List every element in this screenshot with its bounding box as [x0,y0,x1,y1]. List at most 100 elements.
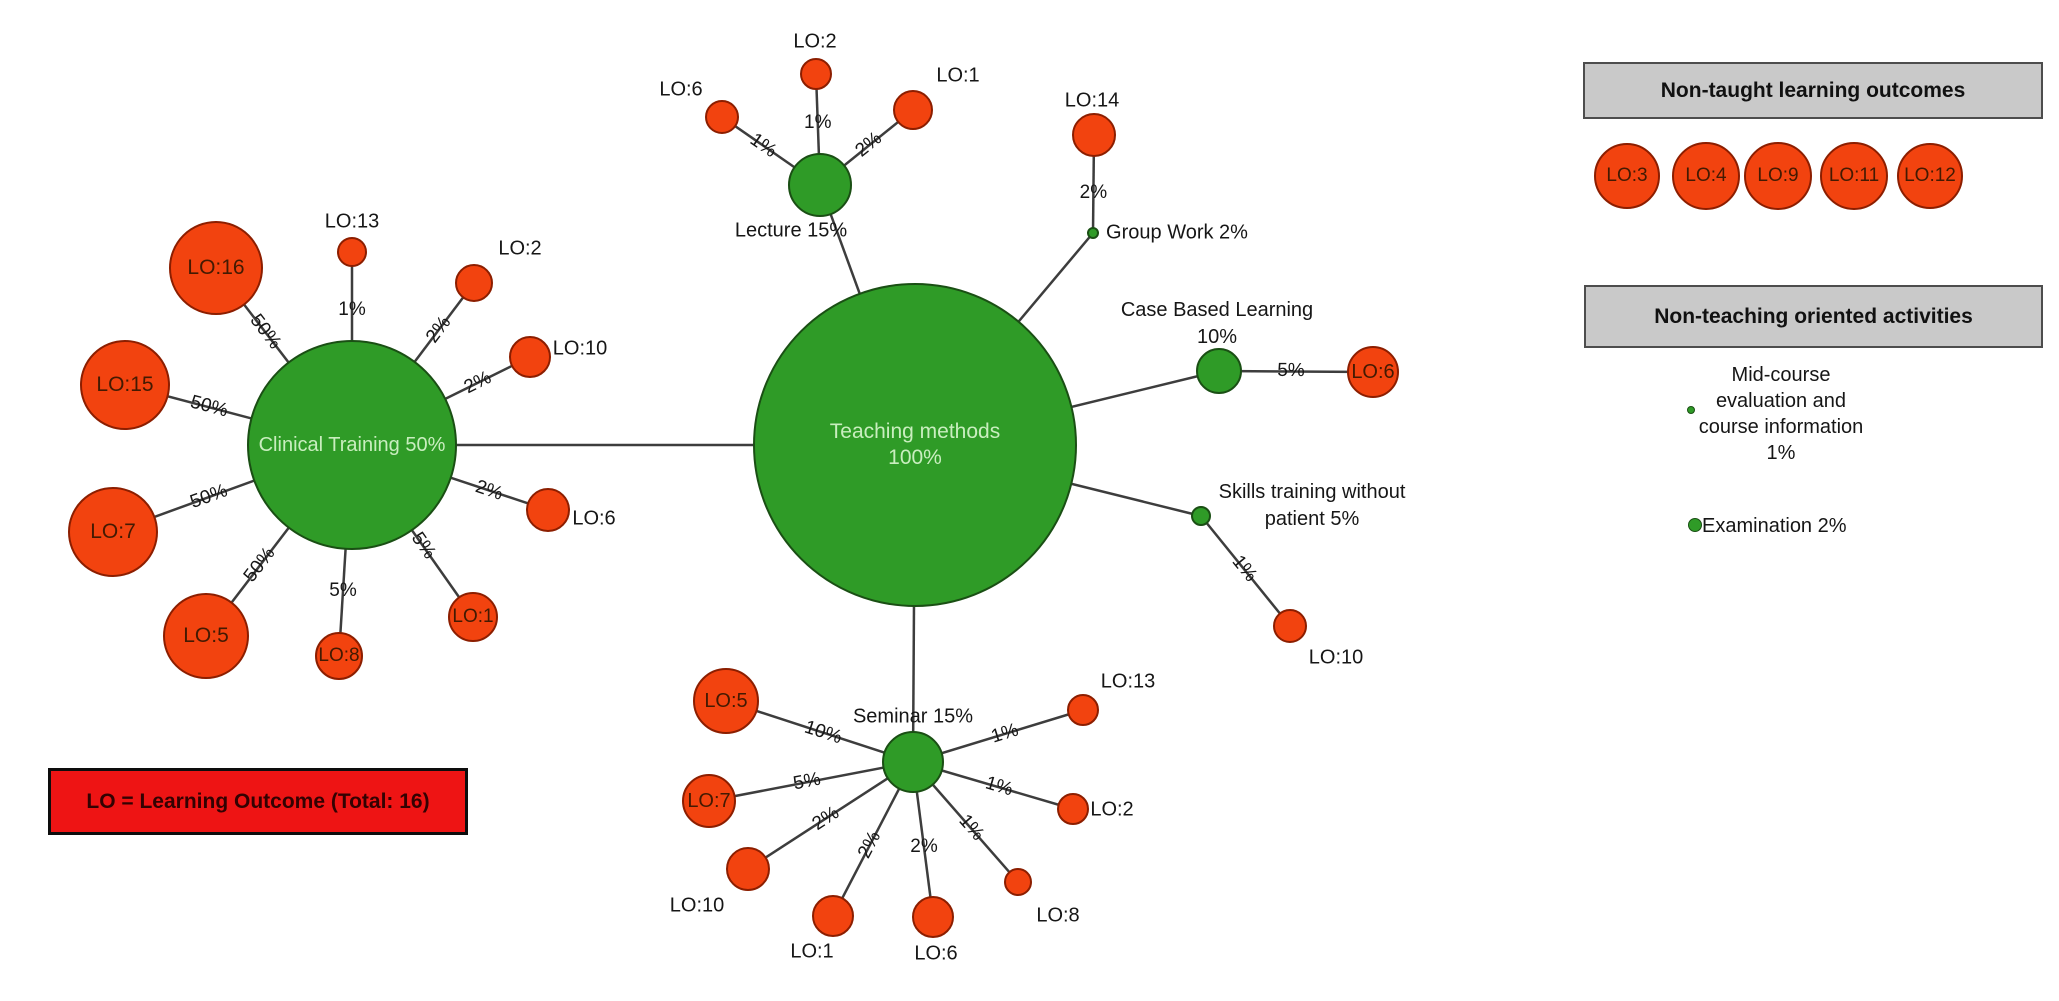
node-g14 [1072,113,1116,157]
node-nt3: LO:3 [1594,143,1660,209]
node-text-c15: LO:15 [96,373,154,397]
node-c5: LO:5 [163,593,249,679]
node-label-c13: LO:13 [325,209,379,236]
node-label-seminar: Seminar 15% [853,704,973,731]
node-label-text-c13: LO:13 [324,210,380,233]
node-text-c1: LO:1 [452,606,494,628]
node-nt11: LO:11 [1820,142,1888,210]
node-m6 [912,896,954,938]
edge-label-lecture-l2: 1% [804,111,832,133]
node-label-text-m6: LO:6 [914,942,958,965]
node-text-nt11: LO:11 [1828,165,1880,187]
mid-course-label: Mid-course evaluation and course informa… [1661,362,1901,466]
examination-dot [1688,518,1702,532]
node-label-m8: LO:8 [1036,903,1079,930]
legend-box: LO = Learning Outcome (Total: 16) [48,768,468,835]
node-label-c10: LO:10 [553,336,607,363]
node-label-text-cbl: 10% [1196,326,1238,348]
node-m7: LO:7 [682,774,736,828]
node-text-c8: LO:8 [318,645,360,667]
node-label-text-m2: LO:2 [1090,798,1134,821]
edge-label-groupwork-g14: 2% [1079,181,1108,203]
node-l6 [705,100,739,134]
node-label-text-m1: LO:1 [790,940,834,963]
node-label-l1: LO:1 [936,63,979,90]
node-label-text-c10: LO:10 [552,337,608,360]
node-skills [1191,506,1211,526]
node-c13 [337,237,367,267]
node-label-c6: LO:6 [572,506,615,533]
node-nt12: LO:12 [1897,143,1963,209]
node-text-c5: LO:5 [183,624,229,648]
node-label-skills: Skills training without patient 5% [1219,479,1406,533]
node-c10 [509,336,551,378]
node-label-s10: LO:10 [1309,645,1363,672]
node-label-text-g14: LO:14 [1064,89,1120,112]
node-label-l2: LO:2 [793,29,836,56]
node-nt4: LO:4 [1672,142,1740,210]
mid-course-label-line-4: 1% [1766,442,1796,464]
node-c16: LO:16 [169,221,263,315]
node-label-text-cbl: Case Based Learning [1120,299,1314,321]
node-b6: LO:6 [1347,346,1399,398]
edge-seminar-m10 [747,760,914,871]
node-teaching: Teaching methods 100% [753,283,1077,607]
node-c8: LO:8 [315,632,363,680]
node-text-teaching: Teaching methods [829,420,1001,444]
edge-seminar-m7 [708,760,914,803]
node-text-nt9: LO:9 [1757,165,1799,187]
node-c7: LO:7 [68,487,158,577]
node-label-m10: LO:10 [670,893,724,920]
node-text-nt3: LO:3 [1606,165,1648,187]
node-label-m6: LO:6 [914,941,957,968]
node-s10 [1273,609,1307,643]
node-text-teaching: 100% [888,446,942,469]
node-m1 [812,895,854,937]
node-label-text-seminar: Seminar 15% [852,705,974,728]
node-label-c2: LO:2 [498,236,541,263]
node-label-text-s10: LO:10 [1308,646,1364,669]
edge-label-clinical-c8: 5% [329,579,357,601]
node-label-g14: LO:14 [1065,88,1119,115]
edge-label-clinical-c13: 1% [338,298,366,320]
node-text-c7: LO:7 [90,520,136,544]
node-label-text-lecture: Lecture 15% [734,219,848,242]
non-teaching-panel-header: Non-teaching oriented activities [1584,285,2043,348]
node-label-cbl: Case Based Learning 10% [1121,297,1313,351]
node-label-text-skills: Skills training without [1218,481,1406,503]
node-label-text-m8: LO:8 [1036,904,1080,927]
node-label-m1: LO:1 [790,939,833,966]
edge-skills-s10 [1200,515,1291,627]
node-text-nt4: LO:4 [1685,165,1727,187]
node-m13 [1067,694,1099,726]
node-l1 [893,90,933,130]
node-lecture [788,153,852,217]
node-label-text-groupwork: Group Work 2% [1106,221,1248,244]
mid-course-dot [1687,406,1695,414]
node-m10 [726,847,770,891]
node-c15: LO:15 [80,340,170,430]
node-label-text-l6: LO:6 [659,78,703,101]
node-text-nt12: LO:12 [1904,165,1956,187]
mid-course-label-line-2: evaluation and [1715,390,1847,412]
node-text-b6: LO:6 [1351,360,1395,383]
mid-course-label-line-3: course information [1698,416,1864,438]
node-cbl [1196,348,1242,394]
node-m2 [1057,793,1089,825]
node-l2 [800,58,832,90]
node-c2 [455,264,493,302]
node-label-text-skills: patient 5% [1264,508,1360,530]
node-label-text-m13: LO:13 [1100,670,1156,693]
node-label-groupwork: Group Work 2% [1106,220,1248,247]
mid-course-label-line-1: Mid-course [1731,364,1831,386]
node-text-m7: LO:7 [687,789,731,812]
node-label-lecture: Lecture 15% [735,218,847,245]
node-label-m13: LO:13 [1101,669,1155,696]
node-label-text-c2: LO:2 [498,237,542,260]
node-m8 [1004,868,1032,896]
node-text-c16: LO:16 [187,256,245,280]
edge-label-cbl-b6: 5% [1277,360,1306,382]
node-label-text-l2: LO:2 [793,30,837,53]
node-label-m2: LO:2 [1090,797,1133,824]
